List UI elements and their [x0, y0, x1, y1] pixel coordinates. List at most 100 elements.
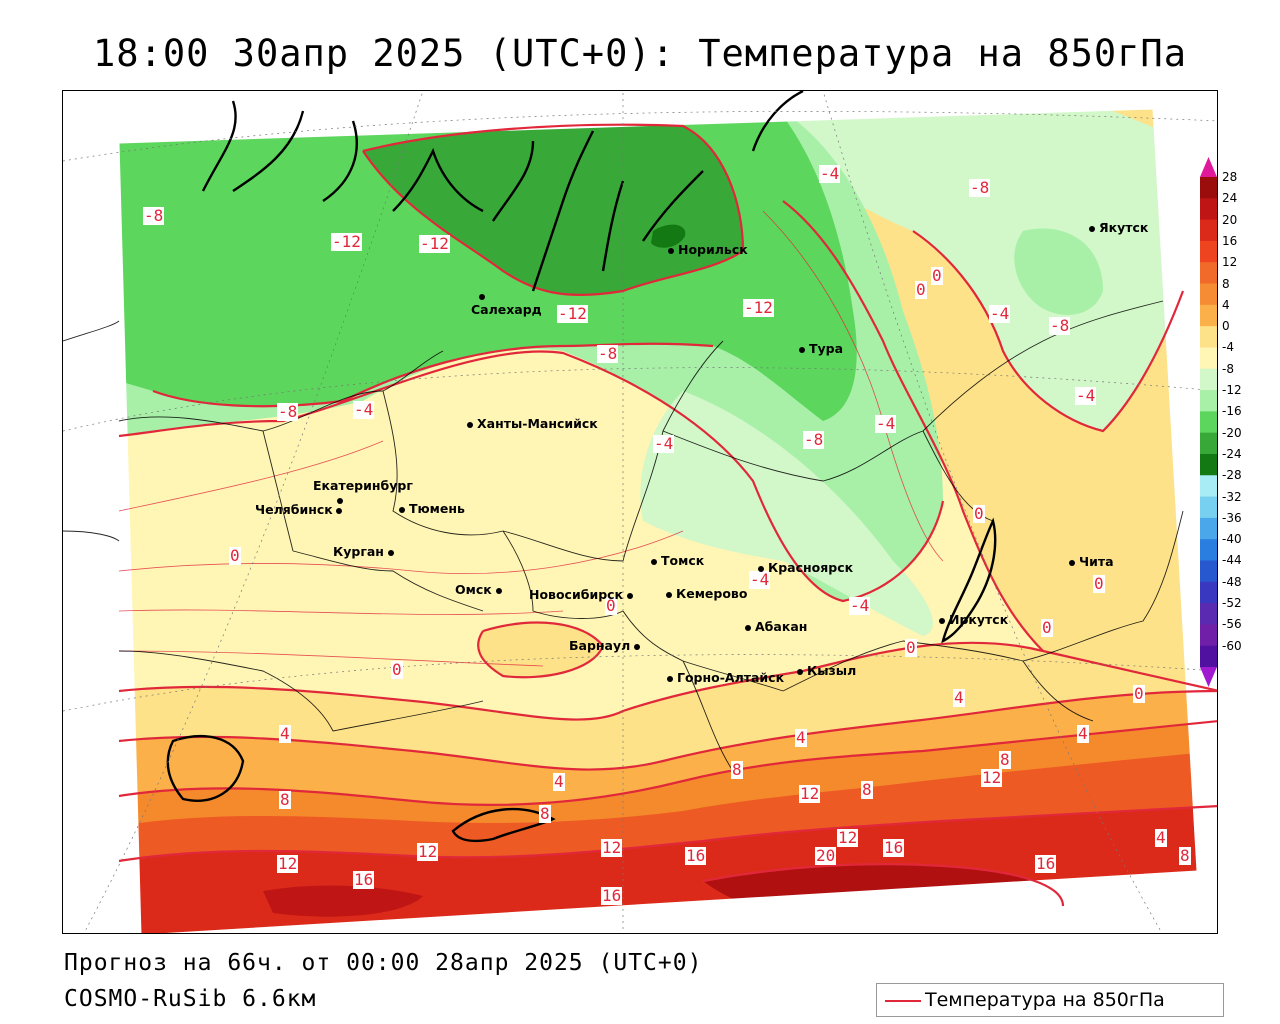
colorbar-cell	[1200, 177, 1217, 199]
city-label: Курган	[333, 544, 384, 559]
model-name: COSMO-RuSib 6.6км	[64, 986, 317, 1012]
contour-label: -8	[803, 430, 825, 449]
contour-label: 0	[905, 638, 917, 657]
city-chita: Чита	[1069, 555, 1114, 569]
city-dot	[467, 421, 473, 428]
city-kurgan: Курган	[333, 545, 398, 559]
city-kyzyl: Кызыл	[797, 664, 856, 678]
colorbar-tick-label: -12	[1222, 383, 1242, 398]
colorbar-tick-label: 8	[1222, 276, 1230, 291]
field-green-dark-north	[363, 124, 743, 295]
colorbar-cell	[1200, 475, 1217, 498]
city-dot	[634, 643, 641, 650]
colorbar-tick-label: -48	[1222, 574, 1242, 589]
region-borders	[63, 300, 1184, 772]
contour-label: 20	[815, 846, 837, 865]
contour-label: 4	[279, 724, 291, 743]
city-dot	[939, 617, 945, 624]
city-label: Чита	[1079, 554, 1114, 569]
contour-label: 8	[1179, 846, 1191, 865]
colorbar-tick-label: 12	[1222, 255, 1238, 270]
city-abakan: Абакан	[745, 620, 807, 634]
coastlines	[166, 91, 997, 843]
colorbar-top-arrow	[1200, 157, 1217, 177]
contour-label: 12	[601, 838, 623, 857]
colorbar-cell	[1200, 283, 1217, 306]
colorbar-tick-label: -8	[1222, 361, 1234, 376]
field-green-darkest-norilsk	[651, 224, 686, 248]
colorbar-cell	[1200, 603, 1217, 625]
contour-label: 8	[861, 780, 873, 799]
colorbar-cell	[1200, 411, 1217, 434]
contour-0-altai	[477, 621, 605, 679]
colorbar-cell	[1200, 390, 1217, 412]
contour-minus8-west	[152, 342, 714, 408]
contour-label: -4	[875, 414, 897, 433]
colorbar-cell	[1200, 304, 1217, 327]
contour-label: 0	[229, 546, 241, 565]
field-green-pale-east	[640, 391, 933, 636]
colorbar-tick-label: -52	[1222, 596, 1242, 611]
contour-label: 12	[277, 854, 299, 873]
contour-label: 8	[539, 804, 551, 823]
colorbar-cell	[1200, 368, 1217, 391]
city-label: Тура	[809, 341, 844, 356]
city-salekhard: Салехард	[471, 289, 542, 317]
city-dot	[666, 591, 672, 598]
colorbar-tick-label: -60	[1222, 638, 1242, 653]
colorbar-tick-label: -44	[1222, 553, 1242, 568]
city-label: Кызыл	[807, 663, 857, 678]
city-dot	[337, 497, 343, 504]
map-fields	[63, 91, 1217, 933]
colorbar-tick-label: -20	[1222, 425, 1242, 440]
contour-8	[118, 720, 1217, 806]
contour-minus12	[362, 123, 745, 297]
contour-label: 8	[279, 790, 291, 809]
contour-label: -8	[1049, 316, 1071, 335]
colorbar-cell	[1200, 453, 1217, 476]
colorbar-tick-label: -4	[1222, 340, 1234, 355]
contour-16	[702, 863, 1065, 907]
city-label: Якутск	[1099, 220, 1149, 235]
city-dot	[797, 668, 803, 675]
colorbar-tick-label: -40	[1222, 532, 1242, 547]
colorbar-cell	[1200, 198, 1217, 221]
contour-4	[118, 689, 1217, 771]
contour-label: 0	[1133, 684, 1145, 703]
city-omsk: Омск	[455, 583, 506, 597]
city-dot	[799, 346, 805, 353]
city-irkutsk: Иркутск	[939, 613, 1008, 627]
field-orange-altai	[478, 622, 603, 678]
city-dot	[387, 549, 394, 556]
contour-12	[118, 805, 1217, 863]
colorbar-cell	[1200, 432, 1217, 455]
contour-label: -12	[557, 304, 588, 323]
contour-label: -4	[353, 400, 375, 419]
colorbar-tick-label: 20	[1222, 212, 1238, 227]
contour-minus4-east	[782, 200, 1044, 652]
city-dot	[495, 587, 502, 594]
field-dark-red-west	[263, 885, 423, 917]
forecast-run-info: Прогноз на 66ч. от 00:00 28апр 2025 (UTC…	[64, 950, 703, 976]
city-label: Норильск	[678, 242, 748, 257]
city-chelyabinsk: Челябинск	[255, 503, 346, 517]
city-dot	[745, 624, 751, 631]
city-label: Новосибирск	[529, 587, 624, 602]
city-kemerovo: Кемерово	[666, 587, 747, 601]
field-green-light-ne	[1014, 228, 1103, 315]
city-dot	[668, 247, 674, 254]
colorbar-tick-label: 4	[1222, 297, 1230, 312]
city-label: Салехард	[471, 302, 542, 317]
contour-label: -8	[597, 344, 619, 363]
contour-label: 0	[931, 266, 943, 285]
colorbar-tick-label: 28	[1222, 170, 1238, 184]
colorbar-cell	[1200, 347, 1217, 370]
contour-label: 0	[973, 504, 985, 523]
contour-label: 8	[999, 750, 1011, 769]
colorbar-tick-label: 16	[1222, 233, 1238, 248]
city-label: Барнаул	[569, 638, 631, 653]
city-label: Тюмень	[409, 501, 465, 516]
city-norilsk: Норильск	[668, 243, 748, 257]
contour-label: -8	[277, 402, 299, 421]
city-label: Томск	[661, 553, 705, 568]
